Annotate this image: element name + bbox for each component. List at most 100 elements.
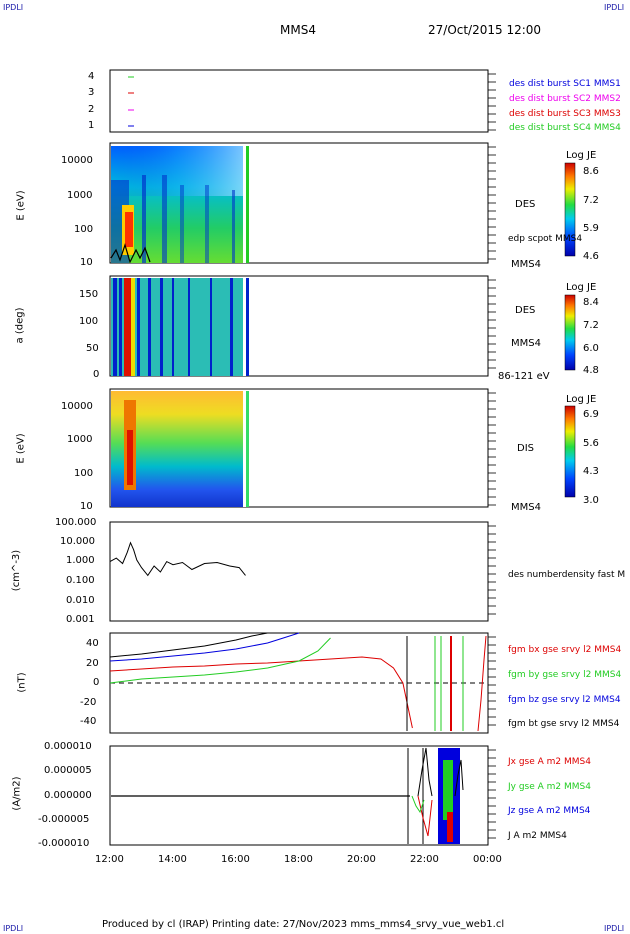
current-ytick-3: -0.000005 — [38, 814, 90, 825]
dis-energy-instrument: DIS — [517, 443, 534, 454]
bfield-ytick-0: 0 — [93, 677, 100, 688]
dis-energy-cbar-t3: 3.0 — [583, 495, 599, 506]
des-pitch-spacecraft: MMS4 — [511, 338, 541, 349]
bfield-series-line-3 — [109, 632, 268, 658]
des-pitch-cbar-title: Log JE — [566, 282, 597, 293]
des-energy-ytick-10000: 10000 — [61, 155, 93, 166]
bfield-late-spikes — [406, 635, 487, 732]
xtick-1200: 12:00 — [95, 854, 124, 865]
header-datetime: 27/Oct/2015 12:00 — [428, 23, 542, 37]
xtick-1600: 16:00 — [221, 854, 250, 865]
dis-energy-ylabel: E (eV) — [15, 433, 27, 464]
dis-energy-ytick-10000: 10000 — [61, 401, 93, 412]
des-energy-spectrogram — [110, 146, 249, 264]
des-pitch-ytick-150: 150 — [79, 289, 99, 300]
des-energy-cbar-t0: 8.6 — [583, 166, 599, 177]
bfield-legend-bz: fgm bz gse srvy l2 MMS4 — [508, 695, 621, 705]
bfield-ylabel: (nT) — [16, 672, 28, 693]
current-legend-j: J A m2 MMS4 — [508, 831, 567, 841]
dis-energy-ytick-100: 100 — [74, 468, 94, 479]
panel-current-frame — [109, 745, 489, 846]
burst-ytick-1: 1 — [88, 120, 95, 131]
density-ytick-1: 10.000 — [60, 536, 95, 547]
footer-text: Produced by cl (IRAP) Printing date: 27/… — [102, 919, 505, 930]
bfield-ytick-20: 20 — [86, 658, 99, 669]
current-legend-jz: Jz gse A m2 MMS4 — [508, 806, 591, 816]
density-layer — [109, 541, 246, 577]
panel-burst-marks — [128, 76, 134, 127]
density-ytick-0: 100.000 — [55, 517, 97, 528]
bfield-legend-bt: fgm bt gse srvy l2 MMS4 — [508, 719, 620, 729]
dis-energy-cbar-title: Log JE — [566, 394, 597, 405]
bfield-legend-by: fgm by gse srvy l2 MMS4 — [508, 670, 622, 680]
xtick-1400: 14:00 — [158, 854, 187, 865]
density-ylabel: (cm^-3) — [11, 549, 23, 592]
des-pitch-ytick-0: 0 — [93, 369, 100, 380]
current-ytick-0: 0.000010 — [44, 741, 92, 752]
des-energy-ytick-1000: 1000 — [67, 190, 93, 201]
density-ytick-2: 1.000 — [66, 555, 95, 566]
xtick-0000: 00:00 — [473, 854, 502, 865]
des-pitch-spectrogram — [111, 278, 249, 376]
des-energy-ytick-10: 10 — [80, 257, 93, 268]
burst-legend-sc4: des dist burst SC4 MMS4 — [509, 123, 621, 133]
des-energy-ylabel: E (eV) — [15, 190, 27, 221]
current-ytick-1: 0.000005 — [44, 765, 92, 776]
des-pitch-cbar-t0: 8.4 — [583, 297, 599, 308]
des-energy-overlay-label: edp scpot MMS4 — [508, 234, 583, 244]
des-pitch-energy-range: 86-121 eV — [498, 371, 550, 382]
burst-ytick-2: 2 — [88, 104, 95, 115]
density-legend: des numberdensity fast M — [508, 570, 626, 580]
bfield-ytick-40: 40 — [86, 638, 99, 649]
current-legend-jy: Jy gse A m2 MMS4 — [508, 782, 591, 792]
dis-energy-cbar-t0: 6.9 — [583, 409, 599, 420]
current-late-activity — [407, 747, 464, 844]
des-energy-cbar-title: Log JE — [566, 150, 597, 161]
des-energy-spacecraft: MMS4 — [511, 259, 541, 270]
panel-density-frame — [109, 521, 489, 622]
dis-energy-cbar-t2: 4.3 — [583, 466, 599, 477]
des-pitch-cbar-t1: 7.2 — [583, 320, 599, 331]
des-energy-cbar-t3: 4.6 — [583, 251, 599, 262]
current-ytick-2: 0.000000 — [44, 790, 92, 801]
dis-energy-ytick-1000: 1000 — [67, 434, 93, 445]
des-pitch-ylabel: a (deg) — [14, 307, 26, 344]
bfield-ytick-m40: -40 — [80, 716, 97, 727]
dis-energy-ytick-10: 10 — [80, 501, 93, 512]
des-energy-cbar-t1: 7.2 — [583, 195, 599, 206]
bfield-series-line-1 — [109, 637, 331, 684]
colorbar-des-energy — [564, 162, 576, 257]
panel-burst-frame — [109, 69, 489, 133]
bfield-series-line-0 — [109, 656, 413, 729]
colorbar-des-pitch — [564, 294, 576, 371]
bfield-ytick-m20: -20 — [80, 697, 97, 708]
plot-area — [109, 69, 576, 846]
burst-ytick-3: 3 — [88, 87, 95, 98]
dis-energy-cbar-t1: 5.6 — [583, 438, 599, 449]
des-pitch-ytick-50: 50 — [86, 343, 99, 354]
des-pitch-cbar-t2: 6.0 — [583, 343, 599, 354]
density-ytick-5: 0.001 — [66, 614, 95, 625]
header-spacecraft: MMS4 — [280, 23, 316, 37]
corner-tl: IPDLI — [3, 3, 24, 12]
burst-legend-sc3: des dist burst SC3 MMS3 — [509, 109, 621, 119]
density-series-line — [109, 541, 246, 577]
des-energy-cbar-t2: 5.9 — [583, 223, 599, 234]
density-ytick-3: 0.100 — [66, 575, 95, 586]
colorbar-dis-energy — [564, 405, 576, 498]
dis-energy-spacecraft: MMS4 — [511, 502, 541, 513]
des-pitch-ytick-100: 100 — [79, 316, 99, 327]
burst-ytick-4: 4 — [88, 71, 95, 82]
xtick-2000: 20:00 — [347, 854, 376, 865]
dis-energy-spectrogram — [111, 391, 249, 507]
current-ylabel: (A/m2) — [11, 776, 23, 811]
bfield-layer — [109, 632, 413, 729]
des-pitch-cbar-t3: 4.8 — [583, 365, 599, 376]
corner-br: IPDLI — [604, 924, 625, 933]
xtick-2200: 22:00 — [410, 854, 439, 865]
corner-bl: IPDLI — [3, 924, 24, 933]
bfield-legend-bx: fgm bx gse srvy l2 MMS4 — [508, 645, 622, 655]
right-axis-ticks — [488, 73, 496, 839]
des-energy-instrument: DES — [515, 199, 536, 210]
bfield-series-line-2 — [109, 632, 300, 662]
